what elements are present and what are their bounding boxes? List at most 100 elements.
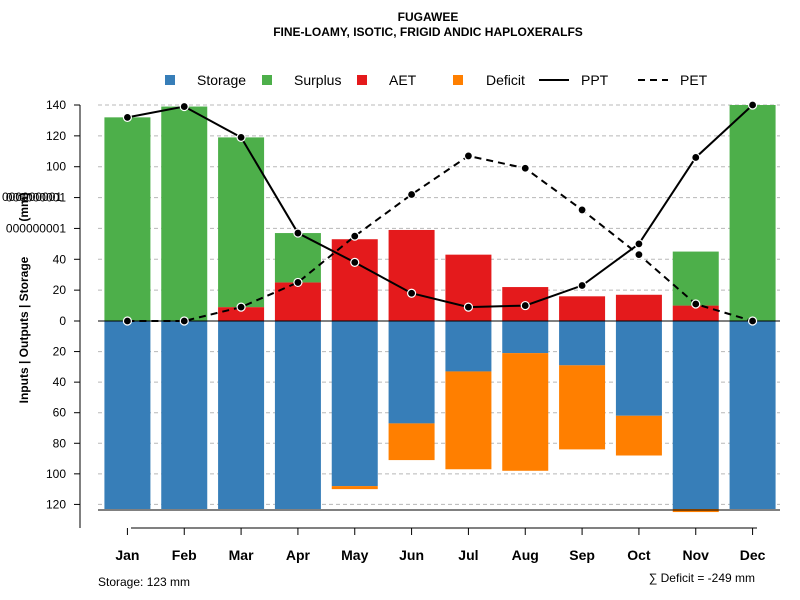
y-tick-label: 100 [46, 467, 66, 481]
y-axis-unit: (mm) [17, 192, 31, 221]
bars [104, 105, 776, 513]
deficit-bar-jun [388, 423, 435, 461]
aet-bar-apr [274, 282, 321, 321]
surplus-bar-feb [161, 106, 208, 322]
series-lines [122, 100, 758, 326]
y-tick-label: 100 [46, 160, 66, 174]
ppt-point [520, 300, 530, 311]
ppt-point [747, 100, 758, 110]
ppt-line [127, 104, 754, 309]
surplus-bar-nov [672, 251, 719, 306]
storage-bar-apr [274, 321, 321, 509]
storage-bar-mar [218, 321, 265, 509]
pet-point [179, 316, 189, 326]
y-axis-label: Inputs | Outputs | Storage [17, 256, 31, 403]
ppt-point [122, 112, 133, 122]
storage-bar-jan [104, 321, 151, 509]
x-tick-label: Apr [286, 547, 311, 563]
pet-point [520, 163, 530, 173]
x-tick-label: Jan [115, 547, 139, 563]
storage-bar-sep [559, 321, 606, 366]
aet-bar-sep [559, 296, 606, 321]
deficit-bar-aug [502, 353, 549, 471]
ppt-point [236, 132, 246, 142]
x-tick-label: Sep [569, 547, 595, 563]
surplus-bar-mar [218, 137, 265, 308]
x-tick-label: Nov [683, 547, 710, 563]
y-tick-label: 0 [59, 314, 66, 328]
pet-point [122, 316, 133, 326]
y-tick-labels: 140 120 100 000000001 000000001 40 20 0 20 40 60 80… [6, 98, 66, 511]
ppt-point [350, 257, 360, 267]
storage-bar-dec [729, 321, 776, 509]
surplus-bar-jan [104, 117, 151, 321]
chart-subtitle: FINE-LOAMY, ISOTIC, FRIGID ANDIC HAPLOXE… [273, 25, 583, 39]
y-tick-label: 140 [46, 98, 66, 112]
x-tick-label: Jul [458, 547, 478, 563]
legend-label-deficit: Deficit [486, 72, 525, 88]
y-axis-label-ghost: 000000001 [2, 190, 62, 204]
y-tick-label: 20 [53, 283, 67, 297]
legend-label-storage: Storage [197, 72, 246, 88]
deficit-bar-sep [559, 365, 606, 450]
storage-note: Storage: 123 mm [98, 575, 190, 589]
storage-bar-feb [161, 321, 208, 509]
legend-label-pet: PET [680, 72, 708, 88]
y-tick-label: 40 [53, 252, 67, 266]
y-tick-label: 40 [53, 375, 67, 389]
ppt-point [691, 152, 701, 163]
pet-point [634, 250, 644, 260]
x-tick-label: May [341, 547, 368, 563]
pet-point [406, 189, 417, 200]
deficit-bar-oct [615, 415, 662, 456]
aet-bar-nov [672, 305, 719, 321]
aet-bar-jun [388, 229, 435, 321]
legend-swatch-storage [165, 75, 175, 85]
x-tick-label: Oct [627, 547, 651, 563]
surplus-bar-dec [729, 105, 776, 321]
ppt-point [293, 228, 303, 238]
storage-bar-aug [502, 321, 549, 354]
y-tick-label: 120 [46, 129, 66, 143]
x-tick-label: Jun [399, 547, 424, 563]
ppt-point [577, 280, 587, 291]
pet-point [747, 316, 758, 326]
deficit-bar-jul [445, 371, 492, 470]
x-tick-labels: Jan Feb Mar Apr May Jun Jul Aug Sep Oct Nov Dec [115, 547, 765, 563]
x-tick-label: Dec [740, 547, 766, 563]
x-tick-label: Aug [512, 547, 539, 563]
pet-line [127, 154, 753, 322]
y-tick-label: 120 [46, 497, 66, 511]
legend-swatch-surplus [262, 75, 272, 85]
aet-bar-oct [615, 294, 662, 321]
ppt-point [634, 239, 644, 249]
aet-bar-may [331, 239, 378, 321]
legend-label-ppt: PPT [581, 72, 609, 88]
y-tick-label: 60 [53, 406, 67, 420]
ppt-point [463, 302, 474, 312]
pet-point [577, 205, 587, 215]
deficit-note: ∑ Deficit = -249 mm [649, 571, 755, 585]
legend-label-aet: AET [389, 72, 417, 88]
legend-label-surplus: Surplus [294, 72, 341, 88]
ppt-point [406, 288, 417, 298]
aet-bar-mar [218, 307, 265, 321]
storage-bar-nov [672, 321, 719, 509]
chart-title: FUGAWEE [398, 10, 459, 24]
pet-point [236, 302, 246, 312]
deficit-bar-may [331, 486, 378, 490]
y-tick-label: 000000001 [6, 191, 66, 205]
deficit-bar-nov [672, 509, 719, 513]
storage-bar-jun [388, 321, 435, 424]
y-tick-label: 80 [53, 436, 67, 450]
pet-point [463, 151, 474, 161]
pet-point [691, 299, 701, 309]
ppt-point [179, 101, 189, 112]
legend-swatch-deficit [453, 75, 463, 85]
x-tick-label: Feb [172, 547, 197, 563]
gridlines [98, 104, 780, 505]
y-tick-label: 000000001 [6, 221, 66, 235]
pet-point [350, 231, 360, 241]
storage-bar-may [331, 321, 378, 487]
